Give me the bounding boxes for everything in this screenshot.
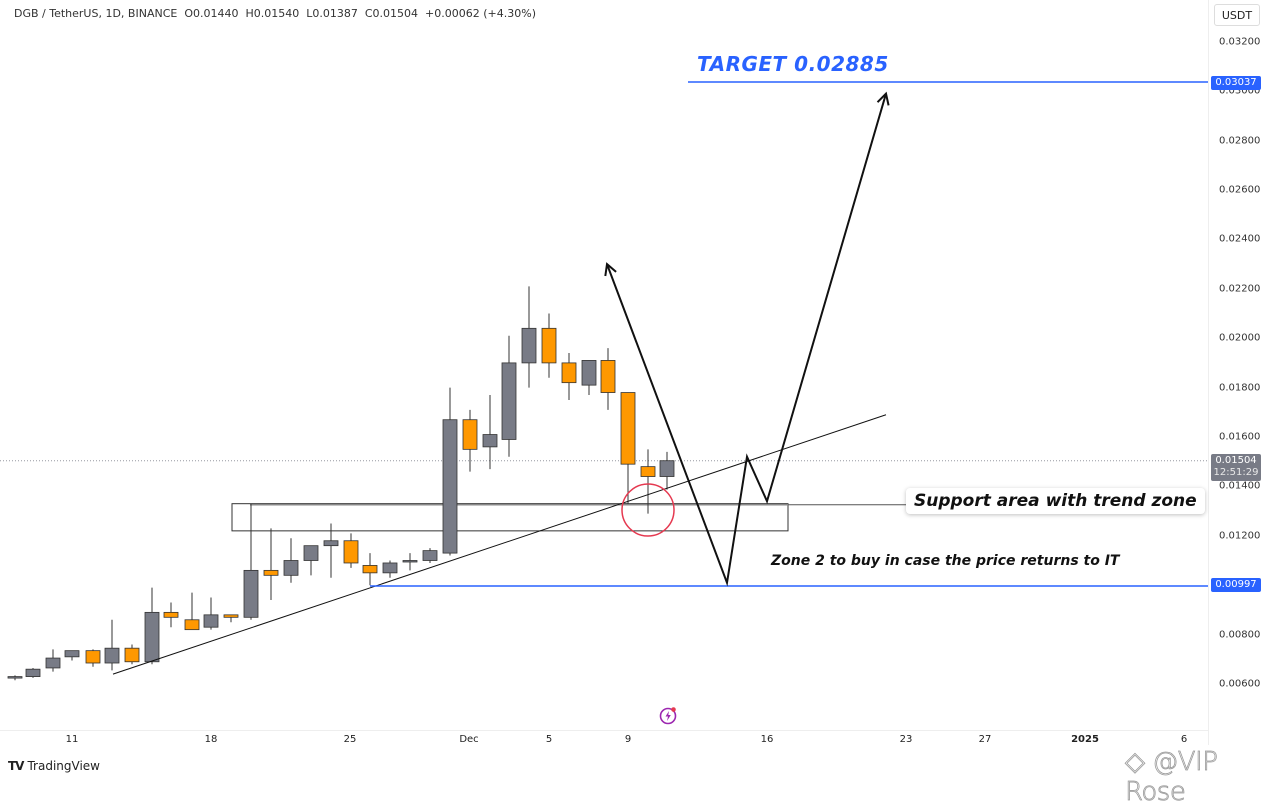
price-tick-label: 0.02200 bbox=[1219, 283, 1261, 295]
candle-body bbox=[323, 540, 339, 547]
price-tick-label: 0.02400 bbox=[1219, 233, 1261, 245]
watermark-text: ◇ @VIP Rose bbox=[1125, 747, 1219, 807]
trendline bbox=[112, 414, 887, 675]
candle-body bbox=[462, 419, 478, 450]
ohlc-high: H0.01540 bbox=[245, 7, 300, 20]
target-annotation: TARGET 0.02885 bbox=[697, 52, 889, 76]
current-price-value: 0.01504 bbox=[1215, 455, 1257, 466]
candle-body bbox=[659, 460, 675, 477]
price-tick-label: 0.01400 bbox=[1219, 480, 1261, 492]
current-price-label: 0.01504 12:51:29 bbox=[1211, 454, 1261, 481]
candle-body bbox=[203, 614, 219, 628]
target-line-price-label: 0.03037 bbox=[1211, 76, 1261, 90]
price-tick-label: 0.02600 bbox=[1219, 184, 1261, 196]
price-tick-label: 0.01800 bbox=[1219, 382, 1261, 394]
tradingview-logo-text: TradingView bbox=[27, 759, 100, 773]
price-tick-label: 0.01200 bbox=[1219, 530, 1261, 542]
candle-body bbox=[45, 657, 61, 669]
bar-countdown: 12:51:29 bbox=[1213, 467, 1259, 478]
time-tick-label: 2025 bbox=[1071, 734, 1099, 745]
candle-body bbox=[64, 650, 80, 658]
currency-selector[interactable]: USDT bbox=[1214, 4, 1260, 26]
candle-body bbox=[223, 614, 239, 618]
candle-body bbox=[600, 360, 616, 393]
tradingview-logo[interactable]: TV TradingView bbox=[8, 759, 100, 773]
ohlc-low: L0.01387 bbox=[306, 7, 358, 20]
price-tick-label: 0.02000 bbox=[1219, 332, 1261, 344]
candle-body bbox=[402, 560, 418, 563]
candle-body bbox=[541, 327, 557, 364]
candle-body bbox=[104, 647, 120, 664]
time-tick-label: 25 bbox=[343, 734, 357, 745]
ohlc-close: C0.01504 bbox=[364, 7, 419, 20]
candle-body bbox=[144, 611, 160, 663]
tradingview-logo-icon: TV bbox=[8, 759, 25, 773]
projection-path bbox=[606, 93, 887, 587]
support-zone-box bbox=[231, 503, 789, 532]
candle-body bbox=[581, 360, 597, 386]
time-tick-label: 5 bbox=[545, 734, 553, 745]
time-tick-label: 9 bbox=[624, 734, 632, 745]
ohlc-change: +0.00062 (+4.30%) bbox=[425, 7, 536, 20]
price-tick-label: 0.00800 bbox=[1219, 629, 1261, 641]
time-axis[interactable]: 11 18 25 Dec 5 9 16 23 27 2025 6 bbox=[0, 730, 1208, 747]
candle-body bbox=[561, 362, 577, 384]
price-tick-label: 0.03200 bbox=[1219, 36, 1261, 48]
candle-body bbox=[501, 362, 517, 440]
candle-body bbox=[362, 565, 378, 574]
arrow-head-up-right-icon bbox=[876, 91, 890, 106]
candle-body bbox=[263, 569, 279, 576]
zone2-annotation: Zone 2 to buy in case the price returns … bbox=[771, 553, 1120, 569]
price-tick-label: 0.01600 bbox=[1219, 431, 1261, 443]
arrow-head-up-left-icon bbox=[604, 262, 617, 277]
candle-body bbox=[124, 647, 140, 663]
candle-body bbox=[343, 540, 359, 564]
price-tick-label: 0.03000 bbox=[1219, 85, 1261, 97]
zone2-line-price-label: 0.00997 bbox=[1211, 578, 1261, 592]
candle-body bbox=[184, 619, 200, 631]
price-axis[interactable]: 0.03200 0.03000 0.02800 0.02600 0.02400 0.022… bbox=[1208, 0, 1280, 745]
time-tick-label: 11 bbox=[65, 734, 79, 745]
highlight-circle bbox=[621, 483, 675, 537]
candle-body bbox=[482, 434, 498, 448]
candle-body bbox=[243, 569, 259, 618]
time-tick-label: 16 bbox=[760, 734, 774, 745]
ohlc-open: O0.01440 bbox=[184, 7, 239, 20]
price-tick-label: 0.00600 bbox=[1219, 678, 1261, 690]
candle-body bbox=[422, 550, 438, 561]
candle-body bbox=[283, 560, 299, 576]
symbol-legend: DGB / TetherUS, 1D, BINANCE O0.01440 H0.… bbox=[14, 7, 536, 20]
lightning-alert-icon[interactable] bbox=[658, 705, 678, 725]
time-tick-label: 18 bbox=[204, 734, 218, 745]
chart-plot-area[interactable] bbox=[0, 0, 1208, 730]
candle-body bbox=[163, 611, 179, 618]
candle-body bbox=[442, 419, 458, 554]
support-area-callout: Support area with trend zone bbox=[906, 488, 1205, 514]
candle-body bbox=[640, 466, 656, 477]
time-tick-label: 27 bbox=[978, 734, 992, 745]
candle-body bbox=[85, 650, 101, 664]
candle-body bbox=[620, 392, 636, 465]
price-tick-label: 0.02800 bbox=[1219, 135, 1261, 147]
candle-body bbox=[303, 545, 319, 561]
candle-body bbox=[521, 327, 537, 364]
symbol-name: DGB / TetherUS, 1D, BINANCE bbox=[14, 7, 178, 20]
candle-body bbox=[7, 676, 23, 679]
time-tick-label: 6 bbox=[1180, 734, 1188, 745]
time-tick-label: Dec bbox=[459, 734, 479, 745]
candle-body bbox=[382, 562, 398, 574]
time-tick-label: 23 bbox=[899, 734, 913, 745]
candle-body bbox=[25, 668, 41, 677]
